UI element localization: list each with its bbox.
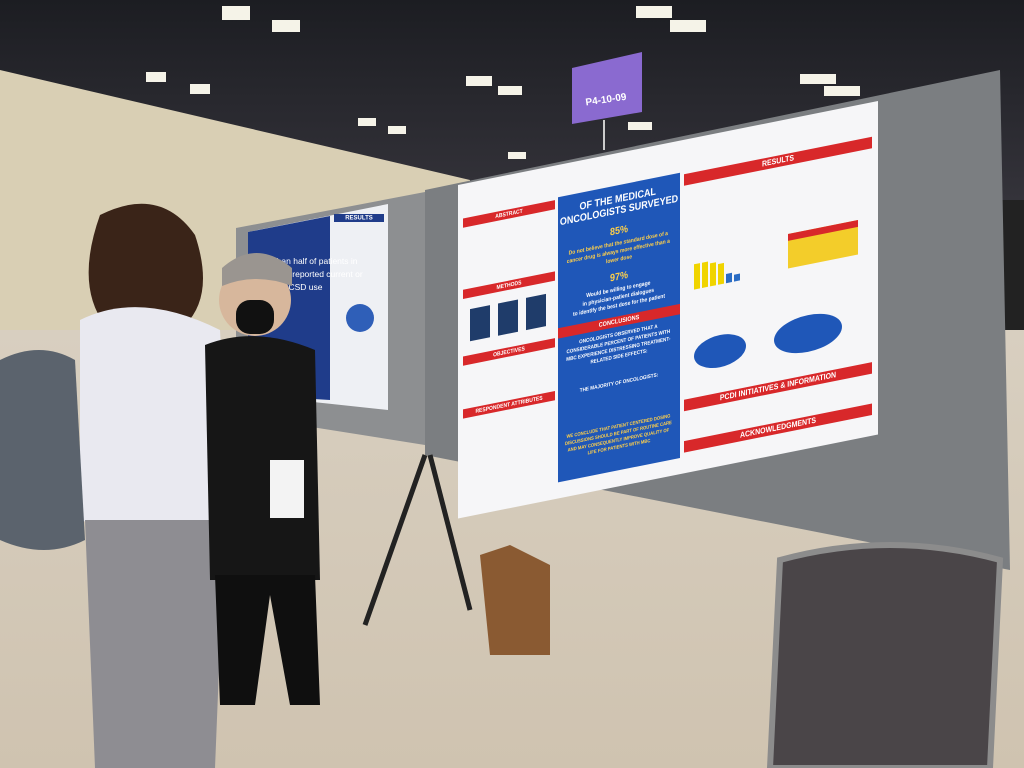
face-mask (236, 300, 274, 334)
easel-leg (362, 454, 428, 626)
bar-figure (694, 261, 740, 290)
stat-line: lower dose (606, 254, 632, 266)
section-bar (463, 271, 555, 299)
easel-leg (427, 454, 473, 611)
section-bar (684, 403, 872, 453)
person-pants (85, 520, 225, 768)
section-bar (684, 362, 872, 412)
section-title: ABSTRACT (495, 208, 523, 220)
stat: 85% (610, 223, 628, 238)
section-bar (558, 303, 680, 339)
center-column: OF THE MEDICAL ONCOLOGISTS SURVEYED 85% … (558, 172, 680, 483)
stat: 97% (610, 269, 628, 284)
section-title: RESULTS (345, 216, 373, 222)
main-poster: ABSTRACT METHODS OBJECTIVES RESPONDENT A… (458, 100, 878, 519)
pie-figure (346, 304, 374, 332)
person-shirt (80, 307, 230, 533)
person-pants (215, 575, 320, 705)
sign (572, 52, 642, 124)
badge (270, 460, 304, 518)
pie-figure (694, 334, 746, 369)
center-panel (558, 172, 680, 483)
section-bar (463, 200, 555, 228)
handbag (480, 545, 550, 655)
person-hair (222, 253, 292, 286)
ceiling-lights (146, 6, 860, 159)
heading-line: this study reported current or (254, 269, 363, 279)
section-bar (463, 390, 555, 419)
section-bar (334, 214, 384, 222)
chair (766, 542, 1004, 768)
section-bar (463, 338, 555, 366)
table-header (788, 219, 858, 241)
section-title: METHODS (497, 280, 522, 291)
heading-line: Less than half of patients in (254, 256, 358, 266)
person-hair (88, 203, 203, 325)
person-jacket (205, 336, 320, 580)
backpack (0, 350, 85, 550)
pie-figure (774, 313, 842, 354)
section-bar (684, 136, 872, 186)
